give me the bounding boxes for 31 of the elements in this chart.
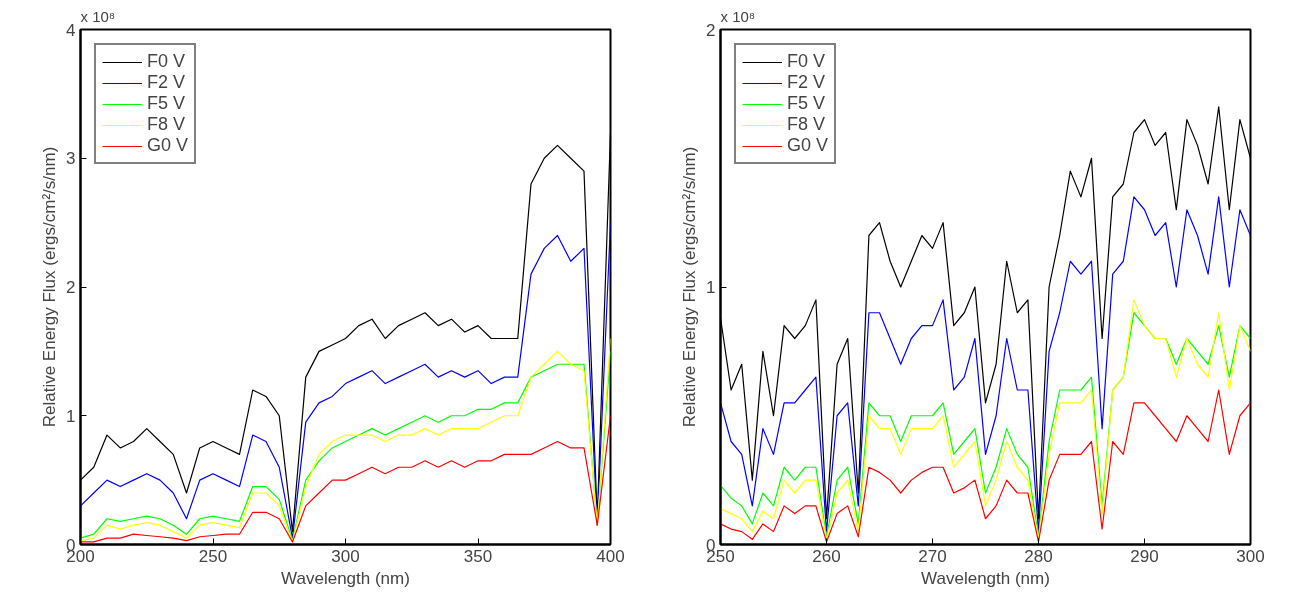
y-axis-title: Relative Energy Flux (ergs/cm²/s/nm) — [680, 146, 700, 428]
x-tick-label: 270 — [918, 546, 947, 566]
legend-label: F2 V — [147, 72, 186, 93]
legend-label: F5 V — [147, 93, 186, 114]
legend-label: F5 V — [787, 93, 826, 114]
legend-label: F0 V — [787, 51, 826, 72]
y-axis-title: Relative Energy Flux (ergs/cm²/s/nm) — [40, 146, 60, 428]
legend-label: F8 V — [787, 114, 826, 135]
legend-label: F8 V — [147, 114, 186, 135]
x-axis-title: Wavelength (nm) — [281, 568, 410, 588]
x-tick-label: 350 — [463, 546, 493, 566]
x-tick-label: 300 — [1236, 546, 1265, 566]
y-tick-label: 2 — [706, 20, 716, 40]
x-tick-label: 290 — [1130, 546, 1159, 566]
text: x 10⁸ — [720, 7, 756, 25]
x-tick-label: 400 — [596, 546, 625, 566]
legend-label: G0 V — [787, 135, 829, 156]
y-tick-label: 2 — [66, 278, 76, 297]
legend-label: F2 V — [787, 72, 826, 93]
legend-label: F0 V — [147, 51, 186, 72]
x-axis-title: Wavelength (nm) — [921, 568, 1050, 588]
y-tick-label: 4 — [66, 20, 76, 40]
x-tick-label: 250 — [198, 546, 228, 566]
x-tick-label: 260 — [812, 546, 841, 566]
y-tick-label: 1 — [706, 278, 716, 297]
text: x 10⁸ — [80, 7, 116, 25]
x-tick-label: 280 — [1024, 546, 1053, 566]
x-tick-label: 300 — [331, 546, 360, 566]
legend-label: G0 V — [147, 135, 189, 156]
y-tick-label: 1 — [66, 406, 76, 426]
y-tick-label: 3 — [66, 149, 76, 169]
